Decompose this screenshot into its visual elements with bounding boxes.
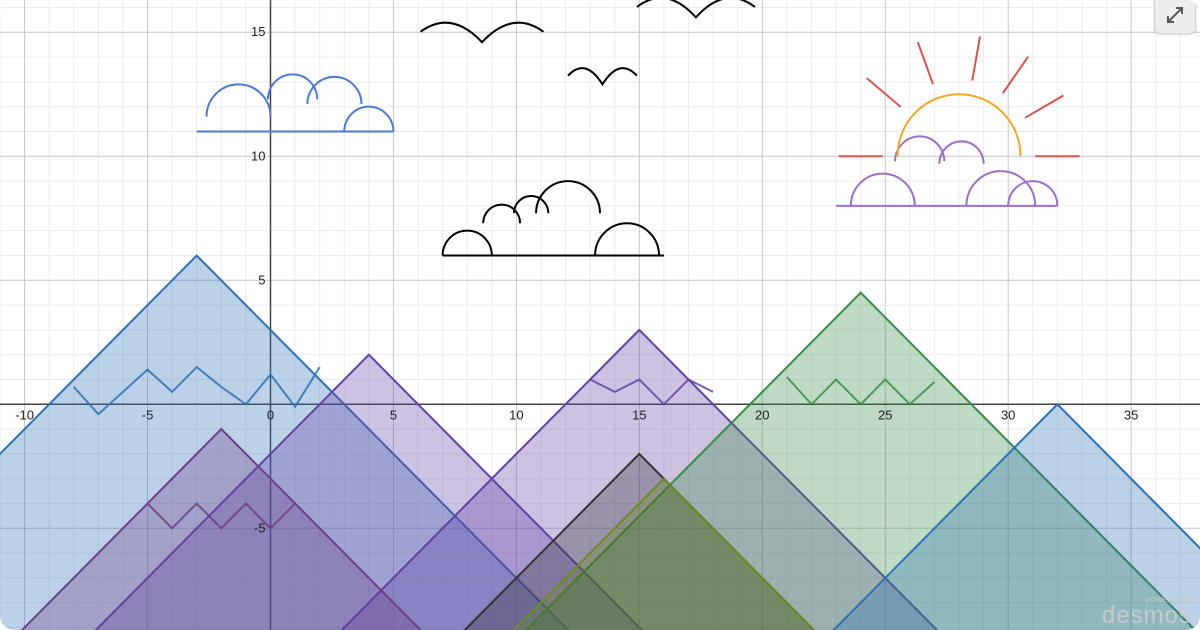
x-tick-label: 25 bbox=[878, 407, 892, 422]
cloud-bump bbox=[939, 141, 983, 163]
cloud-bump bbox=[966, 171, 1035, 206]
sun-ray bbox=[1003, 57, 1028, 94]
x-tick-label: 10 bbox=[509, 407, 523, 422]
x-tick-label: 15 bbox=[632, 407, 646, 422]
expand-icon bbox=[1165, 5, 1185, 25]
desmos-watermark: powered by desmos bbox=[1102, 595, 1192, 628]
cloud-bump bbox=[207, 84, 271, 116]
x-tick-label: 5 bbox=[390, 407, 397, 422]
x-tick-label: 0 bbox=[267, 407, 274, 422]
expand-button[interactable] bbox=[1154, 0, 1196, 34]
mountain-layer bbox=[0, 256, 1200, 630]
x-tick-label: -10 bbox=[15, 407, 34, 422]
y-tick-label: 15 bbox=[251, 24, 265, 39]
sun-ray bbox=[972, 37, 980, 81]
y-tick-label: 10 bbox=[251, 148, 265, 163]
sun-ray bbox=[918, 42, 933, 84]
cloud-bump bbox=[514, 196, 548, 213]
x-tick-label: 30 bbox=[1001, 407, 1015, 422]
x-tick-label: 20 bbox=[755, 407, 769, 422]
bird-layer bbox=[420, 0, 754, 84]
y-tick-label: 5 bbox=[258, 272, 265, 287]
cloud-bump bbox=[895, 136, 944, 161]
y-tick-label: -5 bbox=[254, 520, 266, 535]
x-tick-label: -5 bbox=[142, 407, 154, 422]
sun-ray bbox=[867, 78, 901, 107]
watermark-brand-text: desmos bbox=[1102, 604, 1192, 628]
cloud-bump bbox=[595, 223, 659, 255]
cloud-bump bbox=[268, 74, 317, 99]
cloud-2 bbox=[443, 181, 664, 255]
cloud-3 bbox=[836, 136, 1057, 205]
x-tick-label: 35 bbox=[1124, 407, 1138, 422]
